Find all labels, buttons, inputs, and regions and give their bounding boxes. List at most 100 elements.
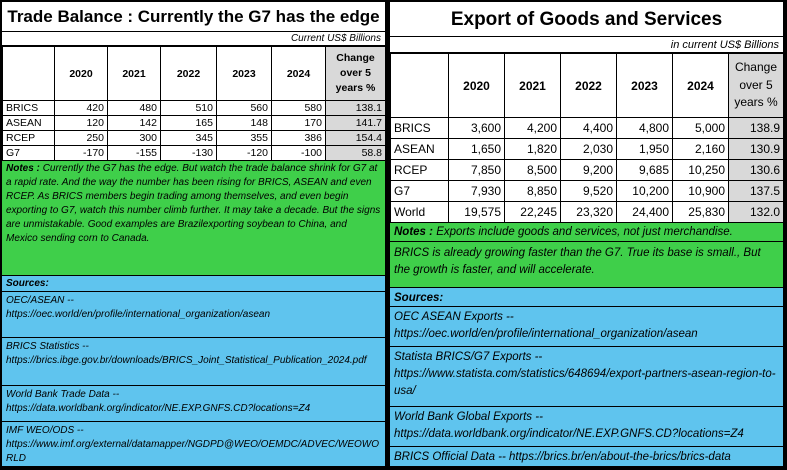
value-cell: 170 <box>271 115 326 131</box>
source-item: Statista BRICS/G7 Exports -- https://www… <box>390 347 783 407</box>
value-cell: 355 <box>216 130 272 146</box>
source-url[interactable]: BRICS Official Data -- https://brics.br/… <box>394 451 731 463</box>
value-cell: 345 <box>160 130 217 146</box>
row-label: BRICS <box>2 100 55 116</box>
change-cell: 132.0 <box>728 201 783 223</box>
trade-balance-panel: Trade Balance : Currently the G7 has the… <box>2 2 385 466</box>
table-row: ASEAN 1,650 1,820 2,030 1,950 2,160 130.… <box>390 138 783 160</box>
sources-header: Sources: <box>390 288 783 307</box>
panel-title: Trade Balance : Currently the G7 has the… <box>2 2 385 32</box>
value-cell: 8,500 <box>504 159 561 181</box>
change-cell: 138.1 <box>325 100 385 116</box>
table-row: BRICS 3,600 4,200 4,400 4,800 5,000 138.… <box>390 117 783 139</box>
row-label: World <box>390 201 449 223</box>
source-url[interactable]: https://www.statista.com/statistics/6486… <box>394 368 776 397</box>
panel-title: Export of Goods and Services <box>390 2 783 37</box>
header-cell <box>390 53 449 118</box>
value-cell: -100 <box>271 145 326 161</box>
value-cell: 1,650 <box>448 138 505 160</box>
value-cell: 7,930 <box>448 180 505 202</box>
source-url[interactable]: https://oec.world/en/profile/internation… <box>6 309 271 320</box>
notes-label: Notes : <box>6 163 40 174</box>
value-cell: 10,200 <box>616 180 673 202</box>
value-cell: 24,400 <box>616 201 673 223</box>
currency-note: in current US$ Billions <box>390 37 783 53</box>
source-title: World Bank Global Exports -- <box>394 411 543 423</box>
value-cell: 3,600 <box>448 117 505 139</box>
change-cell: 130.9 <box>728 138 783 160</box>
value-cell: 250 <box>54 130 108 146</box>
source-title: IMF WEO/ODS -- <box>6 425 84 436</box>
table-header-row: 2020 2021 2022 2023 2024 Change over 5 y… <box>2 46 385 101</box>
source-url[interactable]: https://www.imf.org/external/datamapper/… <box>6 439 380 464</box>
header-cell: 2020 <box>54 46 108 101</box>
change-cell: 138.9 <box>728 117 783 139</box>
trade-balance-table: 2020 2021 2022 2023 2024 Change over 5 y… <box>2 46 385 161</box>
source-item: OEC/ASEAN -- https://oec.world/en/profil… <box>2 292 385 338</box>
source-item: BRICS Statistics -- https://brics.ibge.g… <box>2 338 385 386</box>
source-title: OEC ASEAN Exports -- <box>394 311 514 323</box>
value-cell: 9,200 <box>560 159 617 181</box>
table-row: G7 7,930 8,850 9,520 10,200 10,900 137.5 <box>390 180 783 202</box>
source-title: World Bank Trade Data -- <box>6 389 120 400</box>
row-label: RCEP <box>390 159 449 181</box>
header-cell: 2021 <box>107 46 161 101</box>
change-cell: 137.5 <box>728 180 783 202</box>
value-cell: 165 <box>160 115 217 131</box>
value-cell: 19,575 <box>448 201 505 223</box>
value-cell: -130 <box>160 145 217 161</box>
source-url[interactable]: https://data.worldbank.org/indicator/NE.… <box>6 403 311 414</box>
source-item: IMF WEO/ODS -- https://www.imf.org/exter… <box>2 422 385 466</box>
source-item: World Bank Trade Data -- https://data.wo… <box>2 386 385 422</box>
value-cell: 25,830 <box>672 201 729 223</box>
exports-panel: Export of Goods and Services in current … <box>390 2 783 466</box>
header-cell: 2022 <box>560 53 617 118</box>
source-title: OEC/ASEAN -- <box>6 295 74 306</box>
value-cell: 7,850 <box>448 159 505 181</box>
value-cell: 510 <box>160 100 217 116</box>
change-cell: 154.4 <box>325 130 385 146</box>
value-cell: -155 <box>107 145 161 161</box>
value-cell: -120 <box>216 145 272 161</box>
source-url[interactable]: https://oec.world/en/profile/internation… <box>394 328 698 340</box>
value-cell: 10,250 <box>672 159 729 181</box>
table-header-row: 2020 2021 2022 2023 2024 Change over 5 y… <box>390 53 783 118</box>
change-cell: 141.7 <box>325 115 385 131</box>
notes-body: Exports include goods and services, not … <box>436 226 733 238</box>
value-cell: 23,320 <box>560 201 617 223</box>
table-row: G7 -170 -155 -130 -120 -100 58.8 <box>2 145 385 161</box>
notes-label: Notes : <box>394 226 433 238</box>
value-cell: 9,520 <box>560 180 617 202</box>
change-cell: 58.8 <box>325 145 385 161</box>
notes-box: Notes : Currently the G7 has the edge. B… <box>2 161 385 276</box>
row-label: G7 <box>2 145 55 161</box>
value-cell: 480 <box>107 100 161 116</box>
row-label: ASEAN <box>390 138 449 160</box>
value-cell: 2,030 <box>560 138 617 160</box>
change-cell: 130.6 <box>728 159 783 181</box>
source-item: OEC ASEAN Exports -- https://oec.world/e… <box>390 307 783 347</box>
value-cell: 580 <box>271 100 326 116</box>
currency-note: Current US$ Billions <box>2 32 385 46</box>
header-cell: 2024 <box>672 53 729 118</box>
value-cell: 8,850 <box>504 180 561 202</box>
change-header: Change over 5 years % <box>728 53 783 118</box>
header-cell: 2023 <box>616 53 673 118</box>
notes-body: Currently the G7 has the edge. But watch… <box>6 163 381 244</box>
notes-text: Notes : Currently the G7 has the edge. B… <box>6 163 380 244</box>
header-cell: 2021 <box>504 53 561 118</box>
value-cell: 560 <box>216 100 272 116</box>
value-cell: 5,000 <box>672 117 729 139</box>
value-cell: 1,820 <box>504 138 561 160</box>
row-label: RCEP <box>2 130 55 146</box>
value-cell: 300 <box>107 130 161 146</box>
header-cell <box>2 46 55 101</box>
value-cell: 4,400 <box>560 117 617 139</box>
header-cell: 2024 <box>271 46 326 101</box>
value-cell: 386 <box>271 130 326 146</box>
source-url[interactable]: https://brics.ibge.gov.br/downloads/BRIC… <box>6 355 367 366</box>
source-item-brics: BRICS Official Data -- https://brics.br/… <box>390 447 783 466</box>
value-cell: -170 <box>54 145 108 161</box>
source-url[interactable]: https://data.worldbank.org/indicator/NE.… <box>394 428 744 440</box>
value-cell: 142 <box>107 115 161 131</box>
